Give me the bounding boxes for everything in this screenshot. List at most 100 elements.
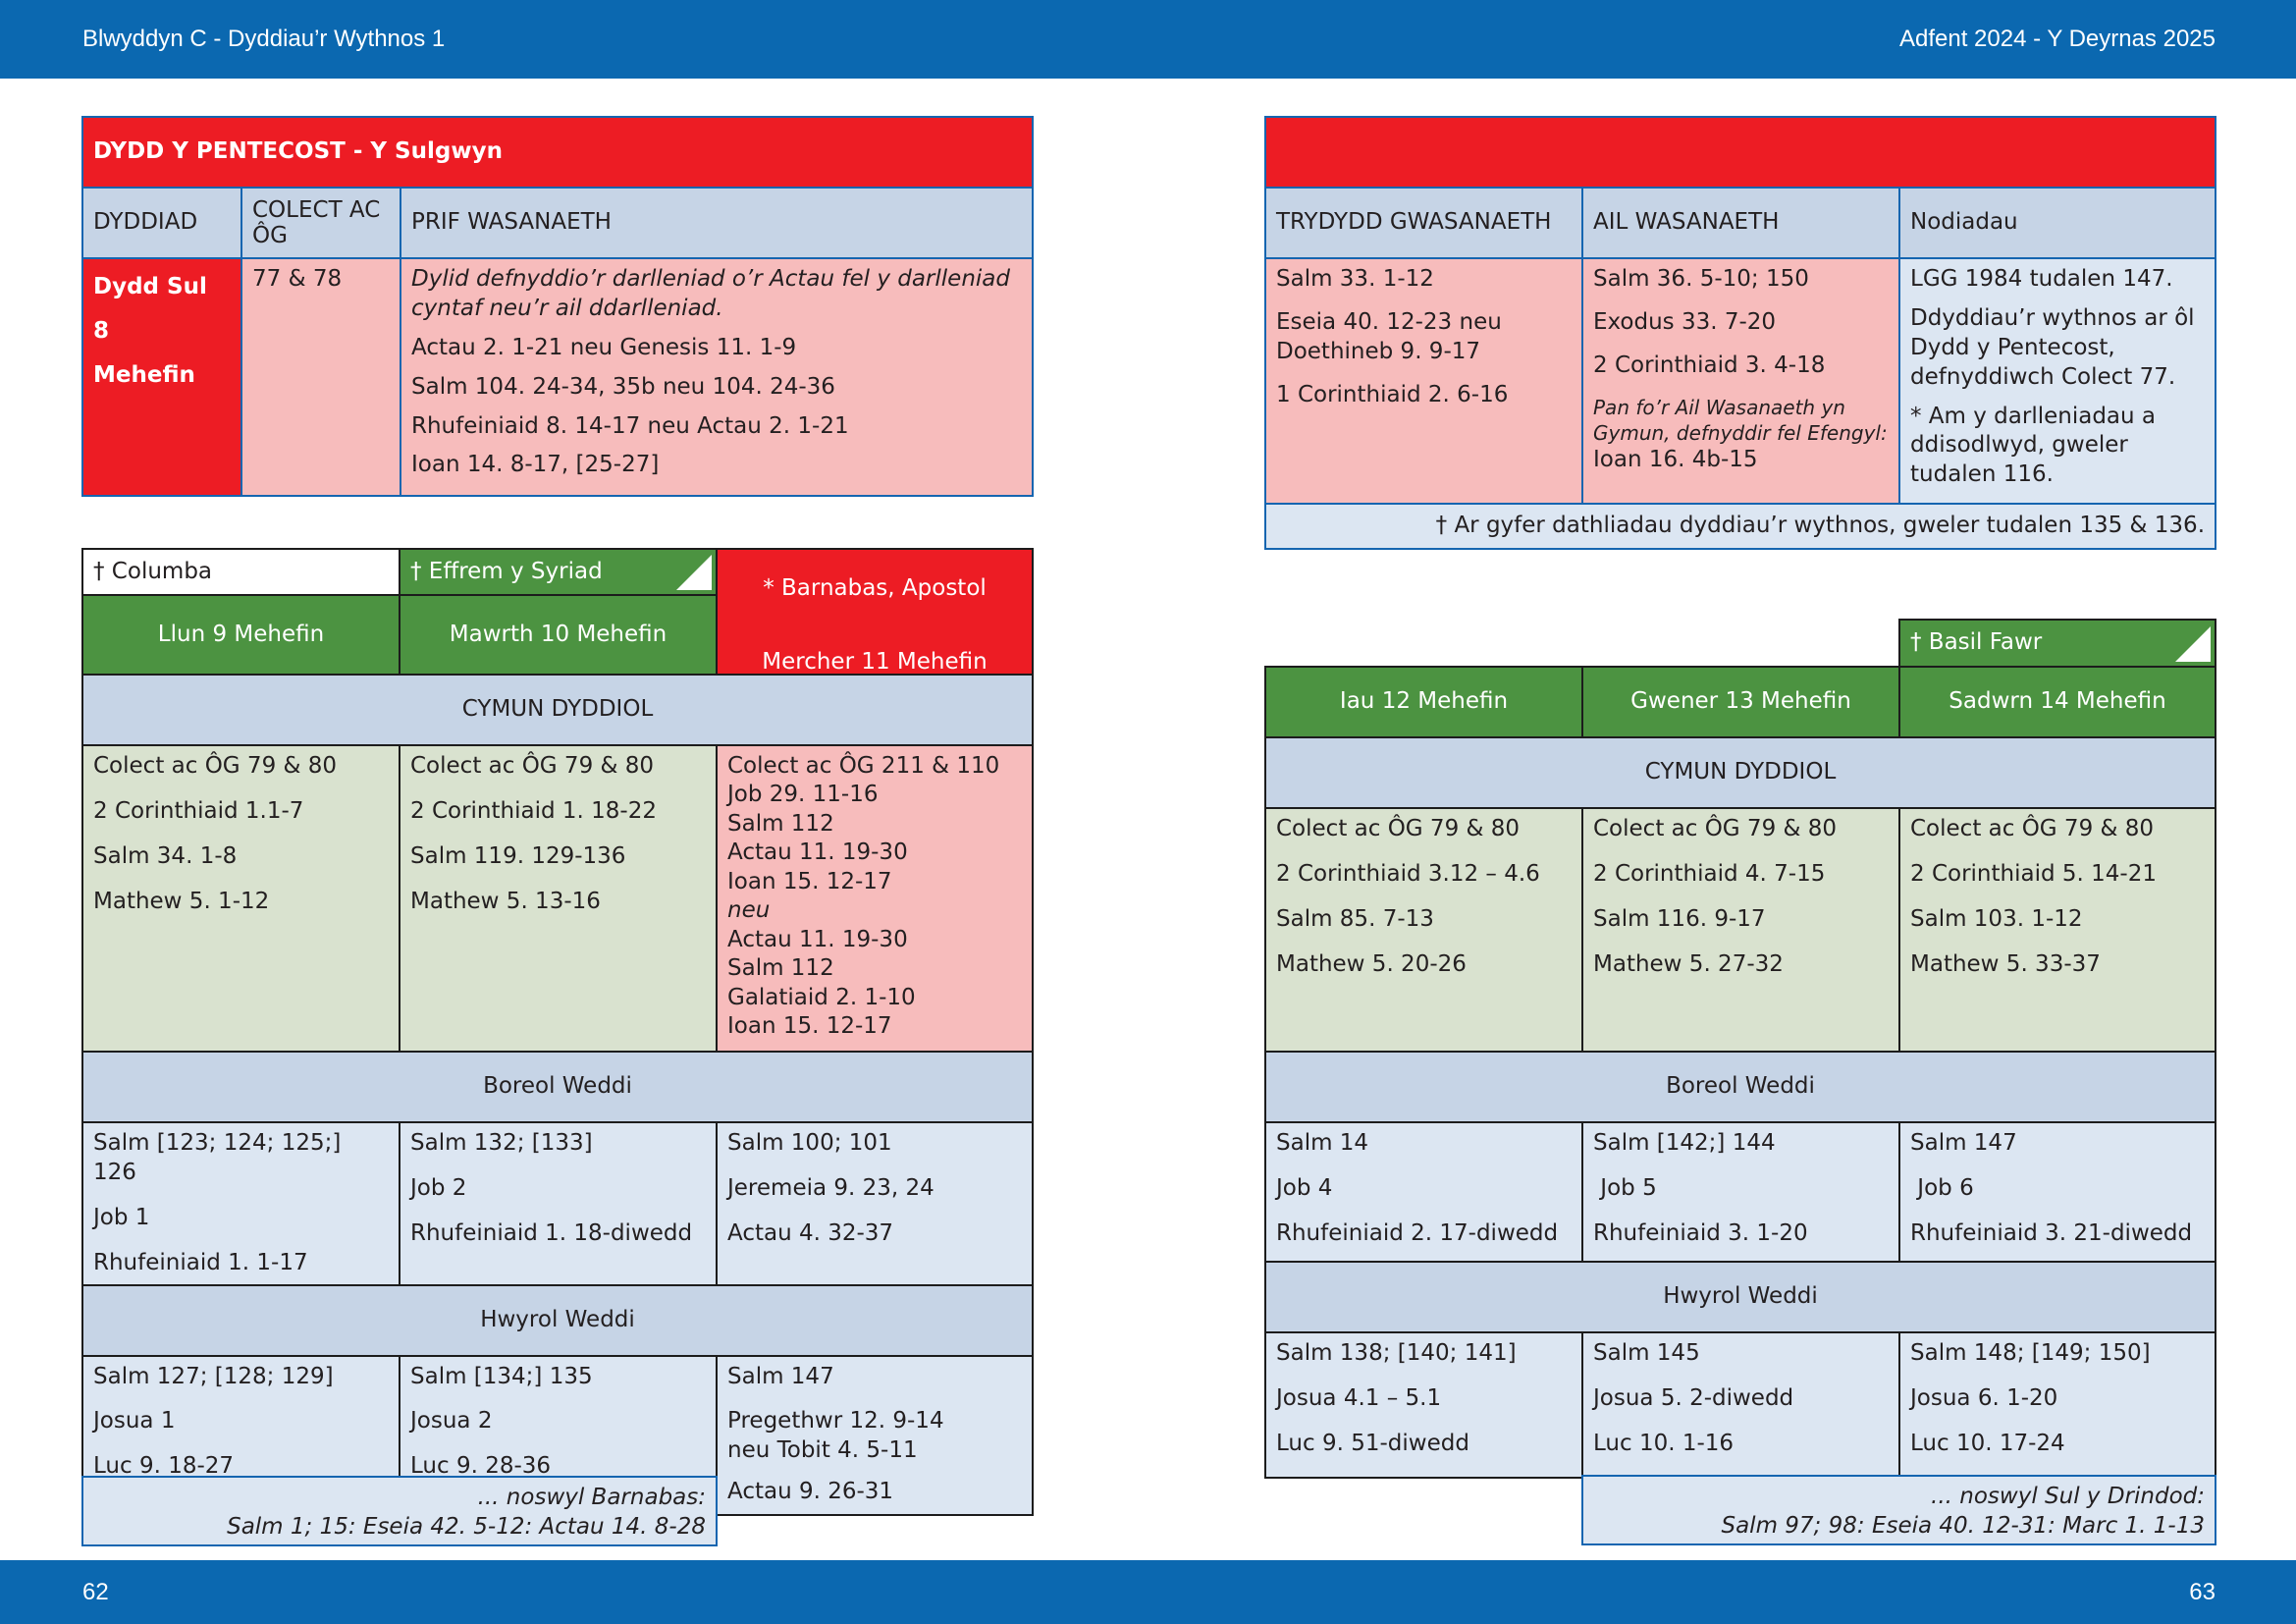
- day-header: Sadwrn 14 Mehefin: [1898, 666, 2216, 738]
- top-band: Blwyddyn C - Dyddiau’r Wythnos 1 Adfent …: [0, 0, 2296, 79]
- eucharist-cell: Colect ac ÔG 79 & 80 2 Corinthiaid 4. 7-…: [1581, 807, 1900, 1053]
- reading: Mathew 5. 33-37: [1910, 950, 2101, 977]
- reading: Luc 9. 18-27: [93, 1453, 235, 1480]
- note: Ddyddiau’r wythnos ar ôl Dydd y Pentecos…: [1910, 304, 2195, 390]
- reading: 2 Corinthiaid 5. 14-21: [1910, 860, 2157, 887]
- reading: Salm 147: [1910, 1130, 2017, 1156]
- section-eucharist: CYMUN DYDDIOL: [81, 674, 1034, 746]
- reading: Colect ac ÔG 79 & 80: [1910, 816, 2155, 841]
- reading: Salm [123; 124; 125;] 126: [93, 1130, 342, 1185]
- reading: Salm 36. 5-10; 150: [1593, 266, 1809, 292]
- morning-cell: Salm 147 Job 6 Rhufeiniaid 3. 21-diwedd: [1898, 1121, 2216, 1263]
- reading: Colect ac ÔG 79 & 80: [93, 753, 338, 779]
- reading: Job 5: [1593, 1174, 1657, 1201]
- reading: Luc 9. 28-36: [410, 1453, 552, 1480]
- main-reading: Ioan 14. 8-17, [25-27]: [411, 452, 660, 478]
- reading: Jeremeia 9. 23, 24: [727, 1174, 934, 1201]
- col-third-header: TRYDYDD GWASANAETH: [1264, 187, 1583, 259]
- morning-cell: Salm 132; [133] Job 2 Rhufeiniaid 1. 18-…: [399, 1121, 718, 1286]
- reading: Salm 127; [128; 129]: [93, 1363, 334, 1389]
- page-number-left: 62: [82, 1579, 109, 1605]
- morning-cell: Salm [123; 124; 125;] 126 Job 1 Rhufeini…: [81, 1121, 400, 1286]
- reading: Job 29. 11-16: [727, 782, 879, 808]
- reading: Salm 138; [140; 141]: [1276, 1340, 1517, 1366]
- reading: Mathew 5. 20-26: [1276, 950, 1467, 977]
- reading: Josua 6. 1-20: [1910, 1384, 2058, 1411]
- reading: Salm 33. 1-12: [1276, 266, 1434, 292]
- section-morning: Boreol Weddi: [1264, 1051, 2216, 1123]
- main-reading: Salm 104. 24-34, 35b neu 104. 24-36: [411, 373, 835, 400]
- reading: Salm 116. 9-17: [1593, 905, 1766, 932]
- reading: Rhufeiniaid 3. 1-20: [1593, 1219, 1808, 1246]
- saint-effrem: † Effrem y Syriad: [399, 547, 718, 597]
- reading: Salm 148; [149; 150]: [1910, 1340, 2151, 1366]
- reading: Rhufeiniaid 1. 18-diwedd: [410, 1219, 693, 1246]
- reading: Colect ac ÔG 79 & 80: [1593, 816, 1838, 841]
- eve-title: ... noswyl Barnabas:: [477, 1485, 706, 1510]
- reading: Colect ac ÔG 211 & 110: [727, 753, 1000, 779]
- reading: Mathew 5. 13-16: [410, 888, 601, 914]
- section-morning: Boreol Weddi: [81, 1051, 1034, 1123]
- reading: Salm [142;] 144: [1593, 1130, 1776, 1156]
- reading: Ioan 15. 12-17: [727, 868, 892, 894]
- col-second-header: AIL WASANAETH: [1581, 187, 1900, 259]
- date-line: 8: [93, 317, 110, 344]
- reading: Josua 2: [410, 1408, 493, 1435]
- barnabas-cell: * Barnabas, Apostol Mercher 11 Mehefin: [716, 548, 1034, 676]
- sunday-title: DYDD Y PENTECOST - Y Sulgwyn: [81, 116, 1034, 189]
- reading: Rhufeiniaid 3. 21-diwedd: [1910, 1219, 2193, 1246]
- reading: Job 6: [1910, 1174, 1974, 1201]
- saint-basil: † Basil Fawr: [1898, 619, 2216, 668]
- reading: Salm 132; [133]: [410, 1130, 593, 1156]
- note: * Am y darlleniadau a ddisodlwyd, gweler…: [1910, 403, 2157, 488]
- morning-cell: Salm 14 Job 4 Rhufeiniaid 2. 17-diwedd: [1264, 1121, 1583, 1263]
- eucharist-cell: Colect ac ÔG 79 & 80 2 Corinthiaid 5. 14…: [1898, 807, 2216, 1053]
- day-header: Llun 9 Mehefin: [81, 594, 400, 676]
- morning-cell: Salm [142;] 144 Job 5 Rhufeiniaid 3. 1-2…: [1581, 1121, 1900, 1263]
- date-line: Dydd Sul: [93, 274, 207, 299]
- reading: Job 1: [93, 1204, 150, 1230]
- morning-cell: Salm 100; 101 Jeremeia 9. 23, 24 Actau 4…: [716, 1121, 1034, 1286]
- reading-alt: neu: [727, 897, 771, 924]
- reading: 2 Corinthiaid 3.12 – 4.6: [1276, 860, 1540, 887]
- reading: Josua 5. 2-diwedd: [1593, 1384, 1794, 1411]
- reading: Colect ac ÔG 79 & 80: [410, 753, 655, 779]
- sunday-table-right: TRYDYDD GWASANAETH AIL WASANAETH Nodiada…: [1264, 116, 2216, 550]
- bottom-band: 62 63: [0, 1560, 2296, 1624]
- day-header: Iau 12 Mehefin: [1264, 666, 1583, 738]
- reading: Job 2: [410, 1174, 467, 1201]
- col-main-header: PRIF WASANAETH: [400, 187, 1034, 259]
- eve-readings: Salm 97; 98: Eseia 40. 12-31: Marc 1. 1-…: [1721, 1512, 2205, 1539]
- reading: Salm 119. 129-136: [410, 842, 626, 869]
- week1-table: † Columba † Effrem y Syriad * Barnabas, …: [81, 547, 1034, 1516]
- sunday-date-cell: Dydd Sul 8 Mehefin: [81, 257, 242, 497]
- header-right: Adfent 2024 - Y Deyrnas 2025: [1898, 26, 2216, 52]
- col-collect-header: COLECT AC ÔG: [240, 187, 401, 259]
- reading: Josua 4.1 – 5.1: [1276, 1384, 1442, 1411]
- reading: 2 Corinthiaid 1. 18-22: [410, 797, 657, 824]
- reading: 2 Corinthiaid 1.1-7: [93, 797, 304, 824]
- reading: Salm 14: [1276, 1130, 1369, 1156]
- reading: Job 4: [1276, 1174, 1333, 1201]
- reading: Actau 11. 19-30: [727, 926, 908, 952]
- reading: Luc 9. 51-diwedd: [1276, 1430, 1469, 1456]
- eve-barnabas: ... noswyl Barnabas: Salm 1; 15: Eseia 4…: [81, 1476, 718, 1546]
- reading: Salm 112: [727, 810, 834, 837]
- second-gospel: Ioan 16. 4b-15: [1593, 446, 1758, 472]
- saint-columba: † Columba: [81, 547, 400, 597]
- evening-cell: Salm 148; [149; 150] Josua 6. 1-20 Luc 1…: [1898, 1331, 2216, 1479]
- reading: Luc 10. 17-24: [1910, 1430, 2065, 1456]
- reading: Colect ac ÔG 79 & 80: [1276, 816, 1521, 841]
- eve-trinity: ... noswyl Sul y Drindod: Salm 97; 98: E…: [1581, 1475, 2216, 1545]
- section-evening: Hwyrol Weddi: [1264, 1261, 2216, 1333]
- sunday-main-cell: Dylid defnyddio’r darlleniad o’r Actau f…: [400, 257, 1034, 497]
- section-evening: Hwyrol Weddi: [81, 1283, 1034, 1357]
- reading: 1 Corinthiaid 2. 6-16: [1276, 381, 1509, 407]
- reading: Salm 112: [727, 955, 834, 982]
- special-feast: * Barnabas, Apostol: [763, 575, 987, 601]
- reading: Actau 11. 19-30: [727, 839, 908, 866]
- reading: Rhufeiniaid 2. 17-diwedd: [1276, 1219, 1559, 1246]
- section-eucharist: CYMUN DYDDIOL: [1264, 736, 2216, 809]
- third-service-cell: Salm 33. 1-12 Eseia 40. 12-23 neu Doethi…: [1264, 257, 1583, 505]
- reading: Luc 10. 1-16: [1593, 1430, 1735, 1456]
